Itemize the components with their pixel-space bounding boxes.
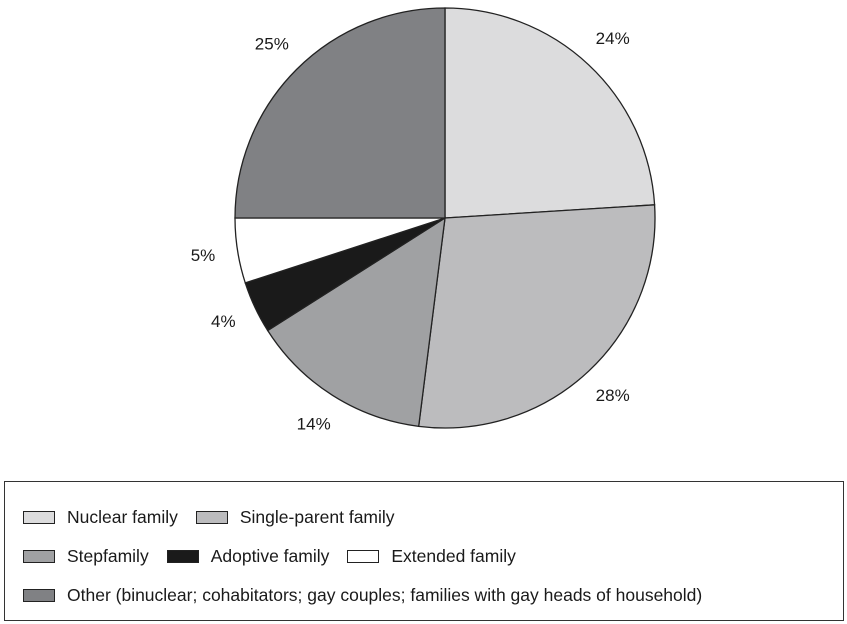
legend-item-extended-family: Extended family [347, 546, 516, 567]
pie-label-stepfamily: 14% [297, 414, 331, 433]
legend-swatch-nuclear-family [23, 511, 55, 524]
legend-swatch-single-parent-family [195, 511, 228, 524]
pie-slice-single-parent-family [417, 204, 656, 429]
legend-item-nuclear-family: Nuclear family [23, 507, 178, 528]
pie-chart: 24% 28% 14% 4% 5% 25% [191, 7, 656, 433]
legend-label-nuclear-family: Nuclear family [67, 507, 178, 527]
legend-label-adoptive-family: Adoptive family [210, 546, 330, 566]
pie-label-adoptive-family: 4% [211, 312, 236, 331]
legend-label-other: Other (binuclear; cohabitators; gay coup… [67, 585, 703, 605]
pie-slice-nuclear-family [444, 7, 656, 219]
pie-label-extended-family: 5% [191, 246, 216, 265]
legend-label-stepfamily: Stepfamily [67, 546, 149, 566]
legend-item-adoptive-family: Adoptive family [166, 546, 330, 567]
legend-swatch-other [23, 589, 55, 602]
pie-slice-other [234, 7, 446, 219]
legend-item-stepfamily: Stepfamily [23, 546, 149, 567]
legend: Nuclear family Single-parent family Step… [4, 481, 844, 621]
legend-swatch-stepfamily [23, 550, 55, 563]
legend-row-2: Stepfamily Adoptive family Extended fami… [23, 546, 534, 567]
pie-labels: 24% 28% 14% 4% 5% 25% [191, 29, 630, 433]
pie-label-nuclear-family: 24% [596, 29, 630, 48]
legend-item-other: Other (binuclear; cohabitators; gay coup… [23, 585, 702, 606]
legend-swatch-adoptive-family [166, 550, 199, 563]
pie-slices [234, 7, 656, 429]
legend-row-3: Other (binuclear; cohabitators; gay coup… [23, 585, 720, 606]
pie-label-single-parent-family: 28% [596, 386, 630, 405]
pie-label-other: 25% [255, 34, 289, 53]
pie-slice-stepfamily [266, 216, 446, 428]
legend-label-extended-family: Extended family [391, 546, 516, 566]
legend-swatch-extended-family [347, 550, 380, 563]
legend-item-single-parent-family: Single-parent family [195, 507, 395, 528]
legend-label-single-parent-family: Single-parent family [239, 507, 395, 527]
legend-row-1: Nuclear family Single-parent family [23, 507, 413, 528]
